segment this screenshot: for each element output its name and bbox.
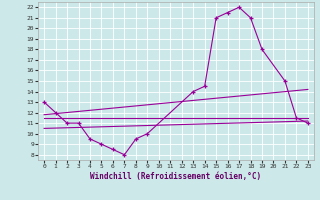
X-axis label: Windchill (Refroidissement éolien,°C): Windchill (Refroidissement éolien,°C) [91,172,261,181]
